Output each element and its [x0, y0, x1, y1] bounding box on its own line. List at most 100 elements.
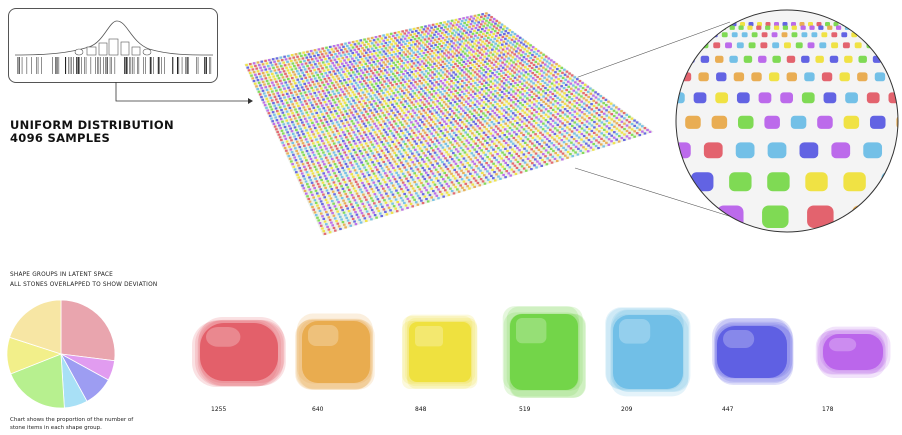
proportion-pie-chart: [6, 299, 116, 409]
zoom-stone: [823, 92, 837, 104]
sample-plane: [244, 12, 654, 236]
count-red: 1255: [211, 406, 227, 413]
zoom-stone: [760, 42, 768, 49]
zoom-stone: [786, 72, 797, 82]
zoom-stone: [773, 25, 780, 30]
pie-caption: Chart shows the proportion of the number…: [10, 416, 133, 432]
zoom-stone: [715, 55, 724, 63]
zoom-stone: [869, 115, 886, 129]
stone-red: [192, 316, 286, 387]
zoom-circle-border: [675, 9, 899, 233]
zoom-stone: [768, 72, 780, 82]
zoom-stone: [888, 92, 898, 104]
stone-purple: [815, 326, 891, 378]
zoom-stone: [767, 142, 787, 159]
zoom-stone: [791, 32, 798, 38]
zoom-stone: [845, 92, 858, 104]
stone-sketches: [74, 38, 152, 56]
zoom-line-bottom: [574, 167, 746, 222]
zoom-stone: [736, 42, 744, 49]
zoom-stone: [713, 42, 721, 49]
zoom-stone: [874, 72, 886, 82]
zoom-stone: [863, 142, 883, 159]
zoom-stone: [748, 22, 754, 27]
sample-grid-figure: [115, 9, 899, 236]
connector-line: [115, 82, 248, 102]
section-line1: SHAPE GROUPS IN LATENT SPACE: [10, 272, 114, 278]
zoom-stone: [743, 55, 753, 63]
stone-blue: [712, 318, 794, 386]
zoom-stone: [831, 142, 851, 159]
count-cyan: 209: [621, 406, 633, 413]
zoom-stone: [756, 25, 762, 30]
zoom-stone: [772, 55, 781, 63]
zoom-stone: [736, 92, 750, 104]
zoom-stone: [825, 22, 830, 27]
zoom-stone: [716, 72, 727, 82]
pie-slice-pink: [60, 299, 116, 362]
zoom-stone: [693, 92, 707, 104]
zoom-stone: [735, 142, 755, 159]
title-block: UNIFORM DISTRIBUTION 4096 SAMPLES: [10, 119, 174, 145]
zoom-stone: [751, 72, 762, 82]
zoom-stone: [731, 32, 738, 38]
zoom-stone: [795, 42, 803, 49]
zoom-stone: [765, 22, 771, 27]
section-line2: ALL STONES OVERLAPPED TO SHOW DEVIATION: [10, 282, 158, 288]
zoom-stone: [729, 55, 738, 63]
zoom-stone: [772, 42, 780, 49]
zoom-stone: [808, 22, 813, 27]
zoom-stone: [764, 115, 780, 129]
zoom-stone: [748, 42, 756, 49]
zoom-stone: [729, 25, 735, 30]
zoom-stone: [733, 72, 745, 82]
zoom-stone: [741, 32, 748, 38]
zoom-stone: [685, 115, 701, 129]
zoom-stone: [817, 115, 833, 129]
zoom-stone: [821, 32, 828, 38]
zoom-stone: [771, 32, 778, 38]
zoom-stone: [807, 205, 834, 228]
zoom-stone: [804, 72, 815, 82]
zoom-stone: [831, 42, 839, 49]
distribution-inset: [8, 8, 218, 83]
zoom-stone: [715, 92, 729, 104]
zoom-stone: [791, 22, 796, 27]
zoom-stone: [807, 42, 815, 49]
overlapped-stones-row: [192, 306, 891, 398]
zoom-stone: [854, 42, 862, 49]
zoom-stone: [842, 42, 850, 49]
zoom-stone: [818, 25, 824, 30]
zoom-line-top: [569, 21, 731, 81]
count-purple: 178: [822, 406, 834, 413]
zoom-stone: [747, 25, 753, 30]
zoom-stone: [758, 92, 772, 104]
zoom-stone: [844, 55, 853, 63]
zoom-stone: [801, 92, 815, 104]
section-heading: SHAPE GROUPS IN LATENT SPACE ALL STONES …: [10, 270, 157, 290]
zoom-stone: [738, 25, 744, 30]
count-orange: 640: [312, 406, 324, 413]
zoom-stone: [700, 55, 710, 63]
zoom-stone: [866, 92, 880, 104]
pie-slice-green: [10, 353, 65, 409]
zoom-stone: [762, 205, 789, 228]
zoom-stone: [800, 25, 806, 30]
zoom-stone: [857, 72, 868, 82]
zoom-stone: [703, 142, 723, 159]
distribution-curve-diagram: [14, 20, 214, 74]
zoom-stone: [858, 55, 867, 63]
zoom-stone: [721, 32, 728, 38]
zoom-stone: [799, 22, 805, 27]
zoom-stone: [767, 172, 790, 192]
zoom-stone: [780, 92, 793, 104]
zoom-stone: [783, 42, 791, 49]
zoom-stone: [782, 25, 789, 30]
zoom-stone: [725, 42, 732, 49]
zoom-stone: [841, 32, 848, 38]
zoom-stone: [729, 172, 752, 192]
stone-yellow: [402, 314, 478, 389]
zoom-stone: [757, 22, 762, 27]
zoom-stone: [839, 72, 850, 82]
